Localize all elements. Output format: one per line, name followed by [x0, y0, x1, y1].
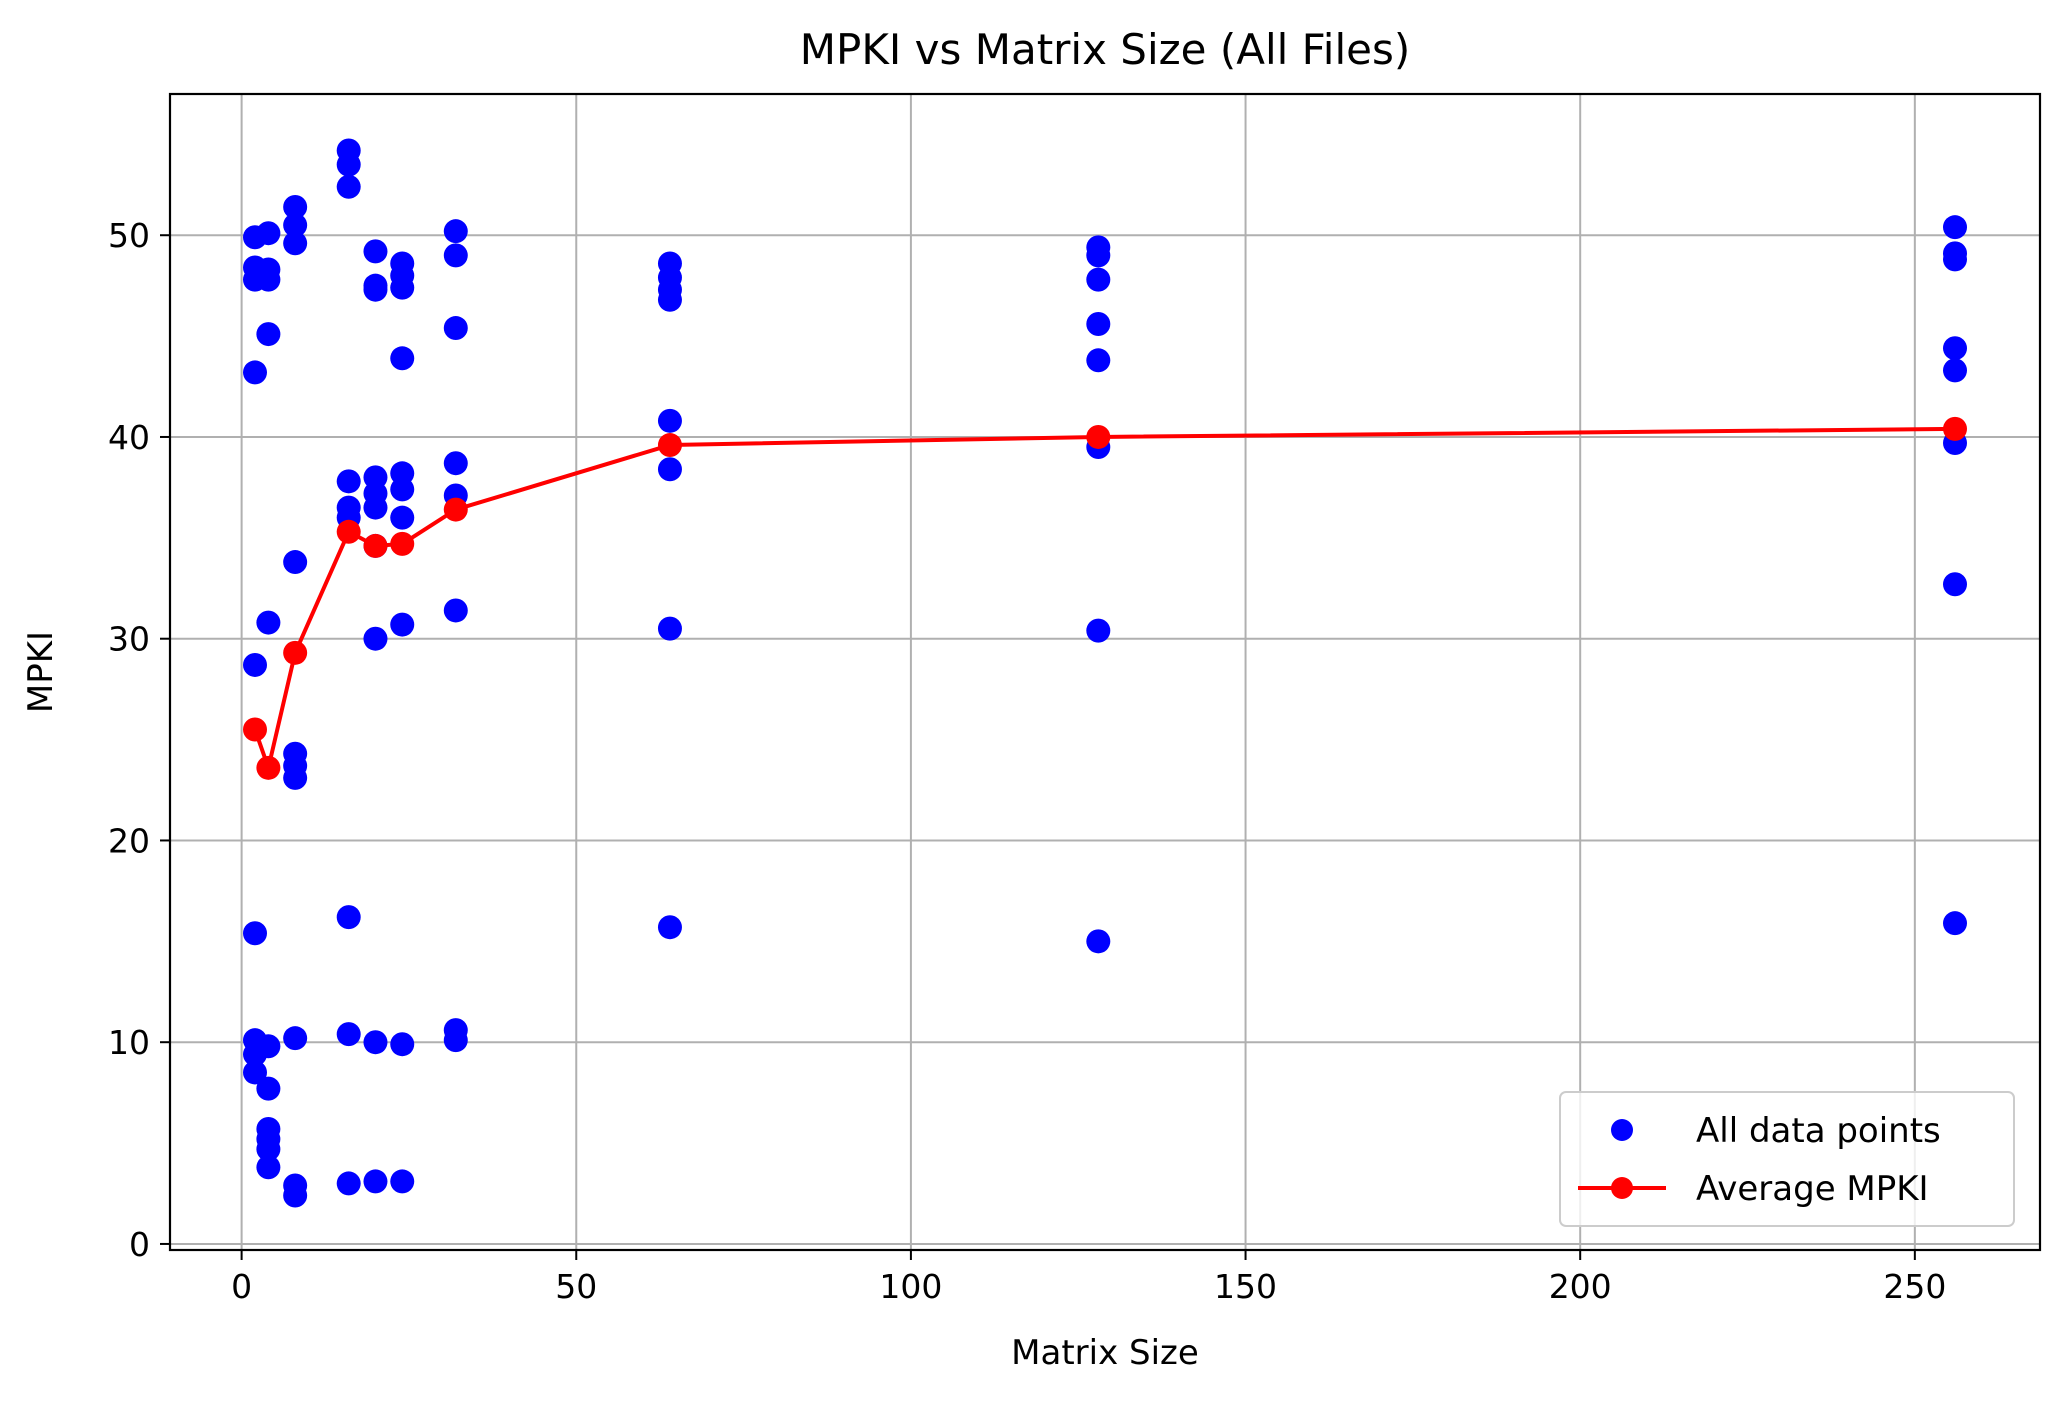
- scatter-point: [336, 1022, 361, 1047]
- legend-marker-all-data-points: [1611, 1119, 1633, 1141]
- scatter-point: [243, 652, 267, 677]
- scatter-point: [243, 1060, 267, 1085]
- scatter-point: [336, 469, 361, 494]
- average-mpki-line: [253, 426, 1956, 770]
- scatter-point: [1086, 243, 1111, 268]
- scatter-point: [1943, 358, 1967, 383]
- scatter-point: [657, 287, 682, 312]
- average-mpki-point: [1086, 424, 1111, 449]
- y-tick-label: 40: [108, 418, 150, 457]
- tick-layer: 0 50 100 150 200 250 0 10 20 30 40 50: [108, 216, 1946, 1306]
- scatter-point: [390, 1169, 415, 1194]
- x-tick-label: 250: [1883, 1267, 1946, 1306]
- scatter-point: [390, 612, 415, 637]
- y-tick-label: 20: [108, 821, 150, 860]
- average-mpki-point: [443, 497, 468, 522]
- scatter-point: [1943, 336, 1967, 361]
- data-layer: [243, 138, 1967, 1208]
- scatter-point: [256, 1034, 281, 1059]
- scatter-point: [283, 231, 308, 256]
- average-mpki-point: [1943, 416, 1967, 441]
- scatter-point: [283, 1026, 308, 1051]
- x-tick-label: 100: [879, 1267, 942, 1306]
- y-tick-label: 50: [108, 216, 150, 255]
- scatter-point: [443, 1028, 468, 1053]
- scatter-point: [1943, 911, 1967, 936]
- average-mpki-point: [363, 533, 388, 558]
- scatter-point: [363, 239, 388, 264]
- scatter-point: [390, 1032, 415, 1057]
- scatter-point: [243, 360, 267, 385]
- scatter-point: [443, 243, 468, 268]
- scatter-point: [443, 598, 468, 623]
- scatter-point: [363, 626, 388, 651]
- x-tick-label: 0: [231, 1267, 252, 1306]
- scatter-point: [363, 277, 388, 302]
- scatter-point: [1086, 929, 1111, 954]
- scatter-point: [336, 174, 361, 199]
- scatter-point: [1086, 311, 1111, 336]
- scatter-point: [657, 915, 682, 940]
- y-tick-label: 0: [129, 1225, 150, 1264]
- scatter-point: [283, 194, 308, 219]
- scatter-point: [363, 1169, 388, 1194]
- average-mpki-point: [390, 531, 415, 556]
- scatter-point: [283, 550, 308, 575]
- scatter-point: [256, 1137, 281, 1162]
- scatter-point: [1086, 267, 1111, 292]
- scatter-point: [657, 457, 682, 482]
- scatter-point: [390, 477, 415, 502]
- scatter-point: [256, 267, 281, 292]
- scatter-point: [256, 322, 281, 347]
- average-mpki-point: [336, 519, 361, 544]
- y-tick-label: 10: [108, 1023, 150, 1062]
- scatter-point: [390, 505, 415, 530]
- scatter-point: [283, 1183, 308, 1208]
- legend: All data points Average MPKI: [1559, 1091, 2015, 1227]
- scatter-point: [657, 616, 682, 641]
- average-mpki-point: [256, 755, 281, 780]
- scatter-point: [256, 1155, 281, 1180]
- scatter-point: [256, 610, 281, 635]
- average-mpki-point: [283, 640, 308, 665]
- scatter-point: [1943, 215, 1967, 240]
- scatter-point: [336, 905, 361, 930]
- chart-title: MPKI vs Matrix Size (All Files): [800, 25, 1410, 74]
- scatter-point: [256, 221, 281, 246]
- scatter-point: [443, 316, 468, 341]
- legend-label-average-mpki: Average MPKI: [1696, 1169, 1929, 1209]
- scatter-point: [443, 219, 468, 244]
- scatter-point: [443, 451, 468, 476]
- scatter-point: [243, 921, 267, 946]
- scatter-point: [283, 765, 308, 790]
- y-axis-label: MPKI: [21, 631, 61, 713]
- scatter-point: [256, 1076, 281, 1101]
- scatter-point: [336, 1171, 361, 1196]
- legend-label-all-data-points: All data points: [1696, 1111, 1941, 1151]
- scatter-point: [363, 1030, 388, 1055]
- y-tick-label: 30: [108, 620, 150, 659]
- x-axis-label: Matrix Size: [1011, 1333, 1199, 1373]
- scatter-point: [1086, 618, 1111, 643]
- legend-box: [1559, 1091, 2015, 1227]
- average-mpki-point: [243, 717, 267, 742]
- scatter-point: [1943, 247, 1967, 272]
- plot-frame: [168, 92, 2042, 1252]
- scatter-point: [283, 213, 308, 238]
- average-mpki-point: [657, 433, 682, 458]
- scatter-point: [363, 495, 388, 520]
- x-tick-label: 50: [555, 1267, 597, 1306]
- scatter-point: [1943, 572, 1967, 597]
- x-tick-label: 150: [1214, 1267, 1277, 1306]
- scatter-point: [390, 346, 415, 371]
- scatter-point: [390, 275, 415, 300]
- x-tick-label: 200: [1549, 1267, 1612, 1306]
- scatter-point: [657, 408, 682, 433]
- legend-marker-average-mpki: [1611, 1177, 1633, 1199]
- scatter-point: [336, 152, 361, 177]
- scatter-point: [1086, 348, 1111, 373]
